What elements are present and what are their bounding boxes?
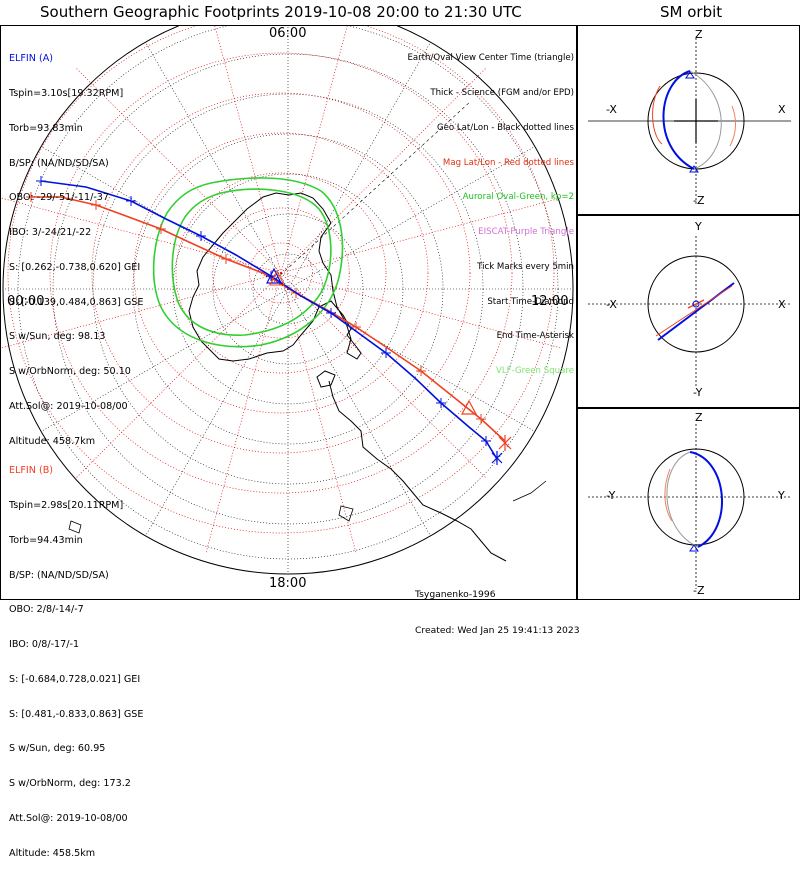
sm-orbit-title: SM orbit: [660, 3, 723, 21]
footer: Tsyganenko-1996 Created: Wed Jan 25 19:4…: [415, 565, 580, 649]
elfin-b-line: S: [-0.684,0.728,0.021] GEI: [9, 673, 141, 685]
elfin-b-info: ELFIN (B) Tspin=2.98s[20.11RPM] Torb=94.…: [9, 442, 143, 871]
sm2-label-top: Y: [695, 220, 702, 233]
sm2-label-bottom: -Y: [693, 386, 703, 399]
elfin-a-name: ELFIN (A): [9, 53, 54, 65]
lt-label-top: 06:00: [269, 26, 307, 41]
elfin-b-line: OBO: 2/8/-14/-7: [9, 604, 84, 616]
elfin-a-line: Altitude: 458.7km: [9, 435, 96, 447]
geo-grid: [3, 26, 573, 574]
mag-grid: [1, 26, 562, 554]
lt-label-bottom: 18:00: [269, 576, 307, 591]
elfin-a-end-asterisk: [491, 451, 503, 465]
earth-limb: [2, 26, 574, 575]
island: [338, 505, 354, 522]
elfin-a-line: S: [0.262,-0.738,0.620] GEI: [9, 261, 141, 273]
elfin-a-view-center-triangle: [266, 267, 282, 284]
elfin-b-line: B/SP: (NA/ND/SD/SA): [9, 569, 109, 581]
elfin-a-line: IBO: 3/-24/21/-22: [9, 227, 92, 239]
africa-tip: [512, 480, 547, 502]
south-america-coastline: [328, 380, 507, 562]
lt-label-left: 00:00: [7, 294, 45, 309]
elfin-b-name: ELFIN (B): [9, 465, 54, 477]
legend-item: Start Time-Diamond: [487, 296, 574, 307]
tierra-del-fuego: [316, 370, 336, 388]
sm2-label-left: -X: [606, 298, 617, 311]
footer-author: Tsyganenko-1996: [415, 589, 496, 600]
sm3-label-left: -Y: [606, 489, 616, 502]
elfin-a-line: Tspin=3.10s[19.32RPM]: [9, 87, 124, 99]
elfin-b-line: S w/Sun, deg: 60.95: [9, 743, 106, 755]
elfin-b-line: Torb=94.43min: [9, 534, 83, 546]
sm-panel-xy: Y -Y -X X: [577, 215, 800, 408]
legend-item: End Time-Asterisk: [496, 331, 574, 342]
sm-panel-xz: Z -Z -X X: [577, 25, 800, 215]
legend-item: EISCAT-Purple Triangle: [478, 227, 574, 238]
sm-plot-yz: [588, 424, 791, 589]
sm3-label-bottom: -Z: [693, 584, 705, 597]
footprint-map-panel: 06:00 00:00 12:00 18:00: [0, 25, 577, 600]
elfin-b-view-center-triangle: [269, 269, 285, 286]
sm-panel-yz: Z -Z -Y Y: [577, 408, 800, 600]
view-line: [275, 100, 472, 280]
sm-plot-xy: [588, 236, 791, 386]
legend-item: Thick - Science (FGM and/or EPD): [430, 87, 574, 98]
elfin-b-end-asterisk: [498, 435, 512, 451]
elfin-a-line: S: [-0.139,0.484,0.863] GSE: [9, 296, 144, 308]
sm3-label-right: Y: [778, 489, 785, 502]
elfin-a-line: B/SP: (NA/ND/SD/SA): [9, 157, 109, 169]
elfin-a-line: Torb=93.83min: [9, 122, 83, 134]
elfin-b-end-triangle: [460, 399, 478, 415]
sm1-label-right: X: [778, 103, 786, 116]
lt-label-right: 12:00: [531, 294, 569, 309]
legend-item: Earth/Oval View Center Time (triangle): [407, 53, 574, 64]
legend-item: Geo Lat/Lon - Black dotted lines: [436, 122, 574, 133]
footer-created: Created: Wed Jan 25 19:41:13 2023: [415, 625, 580, 636]
elfin-b-ticks: [26, 192, 486, 424]
legend: Earth/Oval View Center Time (triangle) T…: [407, 30, 574, 389]
elfin-b-line: S w/OrbNorm, deg: 173.2: [9, 778, 131, 790]
elfin-a-line: S w/OrbNorm, deg: 50.10: [9, 366, 131, 378]
elfin-a-track: [40, 180, 498, 460]
sm3-label-top: Z: [695, 411, 703, 424]
page-title: Southern Geographic Footprints 2019-10-0…: [40, 3, 522, 21]
antarctica-coastline: [188, 192, 362, 362]
sm-plot-xz: [588, 38, 791, 206]
sm1-label-top: Z: [695, 28, 703, 41]
legend-item: Mag Lat/Lon - Red dotted lines: [442, 157, 574, 168]
sm1-label-left: -X: [606, 103, 617, 116]
elfin-b-line: S: [0.481,-0.833,0.863] GSE: [9, 708, 144, 720]
legend-item: Auroral Oval-Green, kp=2: [462, 192, 574, 203]
elfin-b-line: Att.Sol@: 2019-10-08/00: [9, 813, 128, 824]
elfin-b-line: Altitude: 458.5km: [9, 847, 96, 859]
elfin-b-line: Tspin=2.98s[20.11RPM]: [9, 499, 124, 511]
auroral-oval-outer: [152, 177, 344, 348]
sm1-label-bottom: -Z: [693, 194, 705, 207]
auroral-oval-inner: [171, 188, 332, 336]
elfin-a-line: S w/Sun, deg: 98.13: [9, 331, 106, 343]
footprint-map[interactable]: [1, 26, 578, 601]
elfin-b-line: IBO: 0/8/-17/-1: [9, 639, 80, 651]
elfin-a-line: OBO: -29/-51/-11/-37: [9, 192, 110, 204]
elfin-a-info: ELFIN (A) Tspin=3.10s[19.32RPM] Torb=93.…: [9, 30, 143, 459]
island: [68, 520, 82, 534]
elfin-a-line: Att.Sol@: 2019-10-08/00: [9, 401, 128, 412]
sm2-label-right: X: [778, 298, 786, 311]
legend-item: Tick Marks every 5min: [477, 261, 574, 272]
legend-item: VLF-Green Square: [495, 366, 574, 377]
